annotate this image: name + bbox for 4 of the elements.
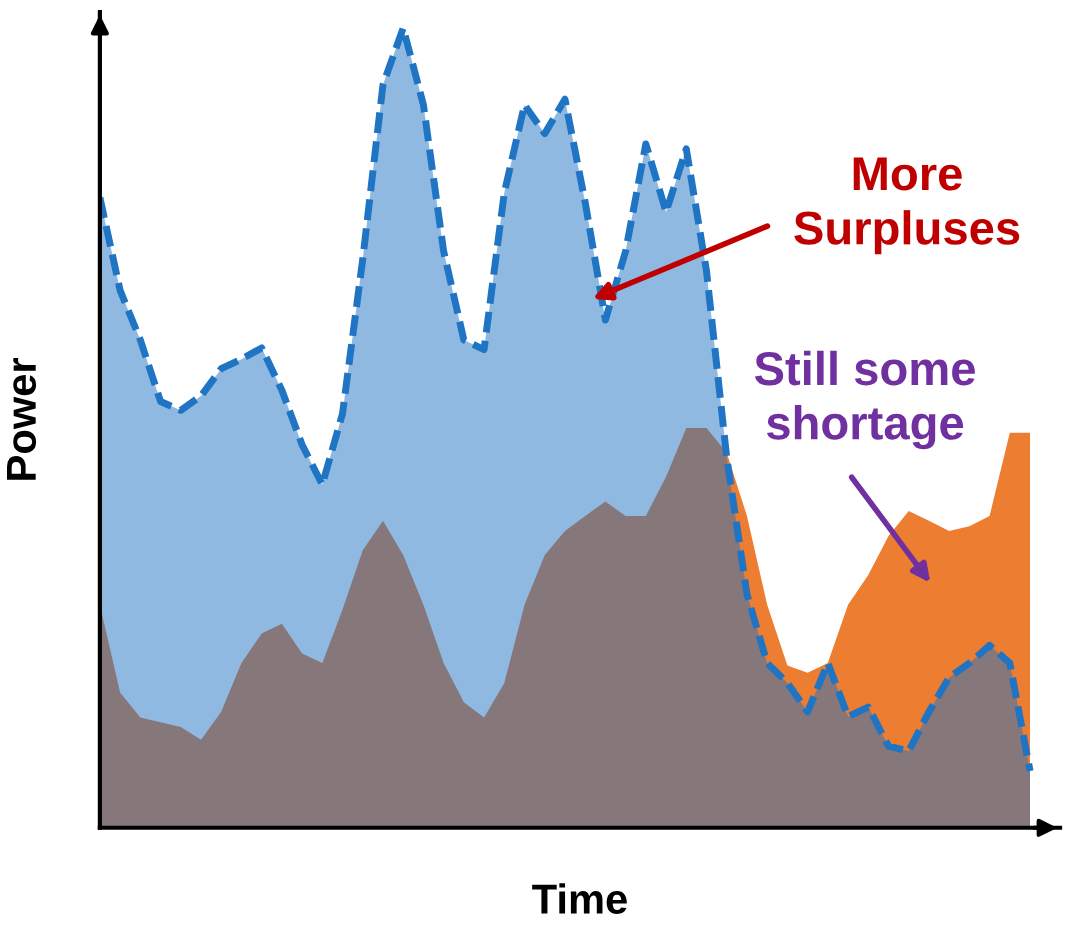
annotation: More Surpluses <box>794 157 1020 255</box>
x-axis-title: Time <box>532 883 627 914</box>
y-axis-title: Power <box>7 358 37 480</box>
annotation: Still some shortage <box>754 350 975 450</box>
